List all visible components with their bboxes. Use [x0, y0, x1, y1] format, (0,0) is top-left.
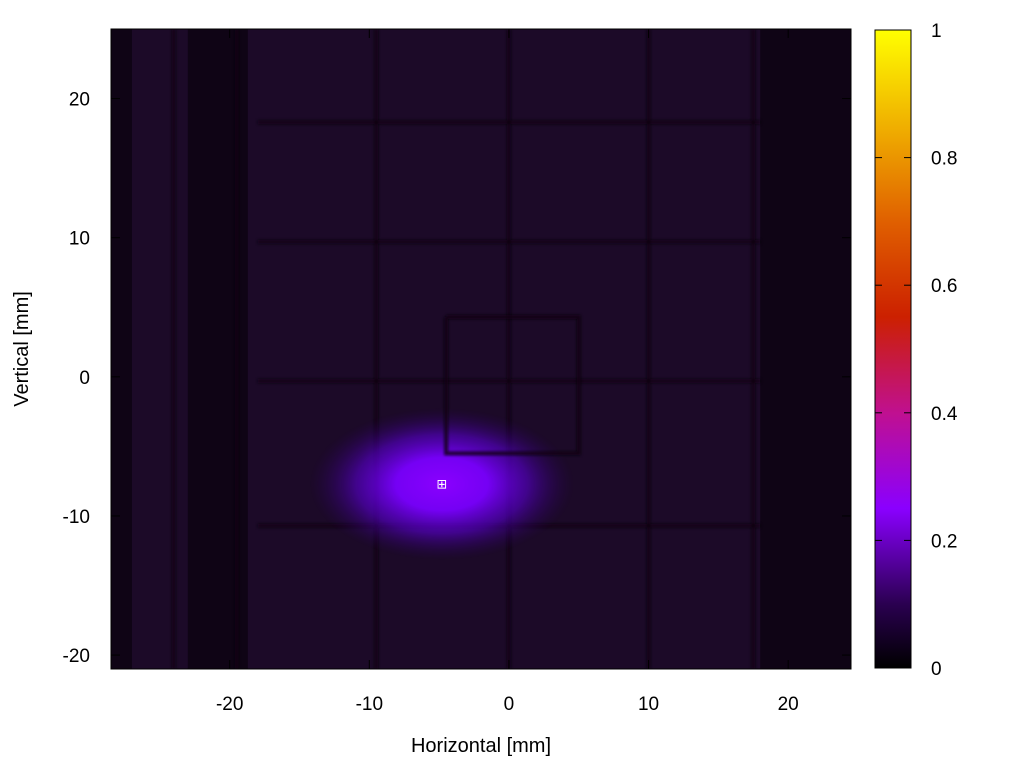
- plot-frame: [110, 28, 852, 670]
- dark-inner-box: [444, 315, 581, 456]
- colorbar-tick-label: 0.4: [931, 404, 958, 425]
- y-tick-label: -10: [63, 507, 90, 528]
- dark-edge-band: [187, 29, 248, 669]
- hotspot: [309, 407, 574, 560]
- y-tick-label: -20: [63, 646, 90, 667]
- dark-edge-band: [111, 29, 132, 669]
- y-tick-label: 20: [69, 90, 90, 111]
- x-tick-label: 10: [638, 694, 659, 715]
- colorbar-tick-label: 1: [931, 21, 942, 42]
- x-axis-label: Horizontal [mm]: [411, 735, 551, 757]
- y-tick-label: 10: [69, 229, 90, 250]
- colorbar-tick-label: 0.8: [931, 149, 957, 170]
- x-tick-label: 20: [778, 694, 799, 715]
- dark-edge-bands: [111, 29, 851, 669]
- x-axis-ticks: -20 -10 0 10 20: [216, 29, 799, 715]
- x-tick-label: -20: [216, 694, 243, 715]
- dark-inner-box-outline: [444, 315, 581, 456]
- peak-marker: ⊞: [436, 476, 447, 491]
- y-tick-label: 0: [79, 368, 90, 389]
- colorbar-tick-label: 0: [931, 659, 942, 680]
- heatmap-image: ⊞: [111, 29, 851, 669]
- y-axis-label: Vertical [mm]: [11, 291, 33, 407]
- y-axis-ticks: -20 -10 0 10 20: [63, 90, 851, 667]
- colorbar-tick-label: 0.6: [931, 276, 957, 297]
- colorbar-tick-label: 0.2: [931, 531, 957, 552]
- x-tick-label: 0: [504, 694, 515, 715]
- colorbar: [874, 29, 912, 669]
- colorbar-ticks: 0 0.2 0.4 0.6 0.8 1: [875, 21, 958, 680]
- x-tick-label: -10: [356, 694, 383, 715]
- dark-edge-band: [760, 29, 851, 669]
